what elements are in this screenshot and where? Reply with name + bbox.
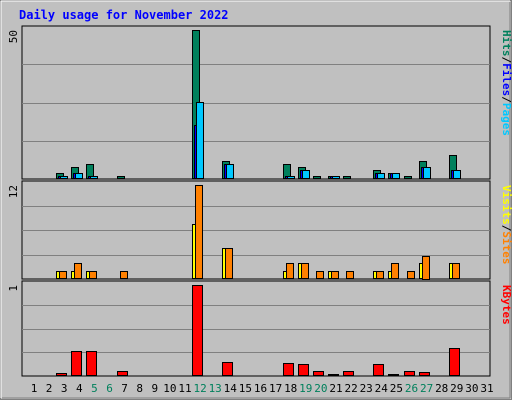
bar-hits-day-7	[117, 176, 125, 179]
bar-kbytes-day-29	[449, 348, 460, 376]
bar-sites-day-19	[301, 263, 309, 279]
x-tick-label: 13	[209, 382, 222, 395]
bar-pages-day-18	[287, 176, 295, 179]
legend-top: Hits/Files/Pages	[500, 30, 512, 136]
bar-pages-day-25	[392, 173, 400, 179]
bar-kbytes-day-18	[283, 363, 294, 376]
x-tick-label: 26	[405, 382, 418, 395]
x-tick-label: 16	[254, 382, 267, 395]
x-tick-label: 23	[360, 382, 373, 395]
x-tick-label: 11	[178, 382, 191, 395]
bar-pages-day-27	[423, 167, 431, 179]
x-tick-label: 10	[163, 382, 176, 395]
x-tick-label: 19	[299, 382, 312, 395]
bar-hits-day-26	[404, 176, 412, 179]
ymax-label-middle: 12	[7, 185, 20, 198]
bar-kbytes-day-24	[373, 364, 384, 376]
bar-pages-day-3	[60, 176, 68, 179]
legend-entry: Pages	[500, 103, 512, 136]
bar-kbytes-day-3	[56, 373, 67, 376]
x-tick-label: 15	[239, 382, 252, 395]
x-tick-label: 27	[420, 382, 433, 395]
x-tick-label: 7	[121, 382, 128, 395]
bar-kbytes-day-27	[419, 372, 430, 376]
bar-pages-day-19	[302, 170, 310, 179]
bar-sites-day-20	[316, 271, 324, 279]
bar-sites-day-3	[59, 271, 67, 279]
legend-entry: /	[500, 225, 512, 232]
bar-kbytes-day-20	[313, 371, 324, 376]
bar-kbytes-day-21	[328, 374, 339, 376]
x-tick-label: 3	[61, 382, 68, 395]
bar-sites-day-25	[391, 263, 399, 279]
x-tick-label: 20	[314, 382, 327, 395]
x-tick-label: 18	[284, 382, 297, 395]
bar-pages-day-5	[90, 176, 98, 179]
legend-entry: Files	[500, 63, 512, 96]
bar-kbytes-day-22	[343, 371, 354, 376]
bar-kbytes-day-7	[117, 371, 128, 376]
legend-entry: Visits	[500, 185, 512, 225]
x-tick-label: 31	[480, 382, 493, 395]
bar-kbytes-day-12	[192, 285, 203, 376]
plot-area-top	[21, 25, 491, 180]
legend-entry: KBytes	[500, 285, 512, 325]
x-tick-label: 2	[46, 382, 53, 395]
x-tick-label: 25	[390, 382, 403, 395]
x-tick-label: 4	[76, 382, 83, 395]
bar-kbytes-day-4	[71, 351, 82, 376]
bar-kbytes-day-25	[388, 374, 399, 376]
bar-sites-day-22	[346, 271, 354, 279]
bar-sites-day-5	[89, 271, 97, 279]
bar-sites-day-24	[376, 271, 384, 279]
bar-pages-day-14	[226, 164, 234, 179]
x-tick-label: 6	[106, 382, 113, 395]
x-tick-label: 24	[375, 382, 389, 395]
bar-pages-day-12	[196, 102, 204, 179]
bar-pages-day-24	[377, 173, 385, 179]
bar-pages-day-29	[453, 170, 461, 179]
legend-entry: /	[500, 57, 512, 64]
x-tick-label: 22	[344, 382, 357, 395]
plot-area-bottom	[21, 280, 491, 377]
legend-entry: Sites	[500, 231, 512, 264]
bar-sites-day-14	[225, 248, 233, 279]
bar-pages-day-21	[332, 176, 340, 179]
legend-bottom: KBytes	[500, 285, 512, 325]
x-tick-label: 29	[450, 382, 463, 395]
x-tick-label: 14	[224, 382, 238, 395]
legend-entry: Hits	[500, 30, 512, 57]
x-tick-label: 1	[31, 382, 38, 395]
x-tick-label: 30	[465, 382, 478, 395]
bar-kbytes-day-26	[404, 371, 415, 376]
bar-hits-day-20	[313, 176, 321, 179]
legend-entry: /	[500, 96, 512, 103]
ymax-label-top: 50	[7, 30, 20, 43]
bar-sites-day-4	[74, 263, 82, 279]
bar-sites-day-21	[331, 271, 339, 279]
x-tick-label: 8	[136, 382, 143, 395]
bar-sites-day-12	[195, 185, 203, 279]
x-tick-label: 5	[91, 382, 98, 395]
bar-sites-day-26	[407, 271, 415, 279]
bar-pages-day-4	[75, 173, 83, 179]
x-tick-label: 12	[193, 382, 206, 395]
x-tick-label: 17	[269, 382, 282, 395]
bar-kbytes-day-5	[86, 351, 97, 376]
x-tick-label: 21	[329, 382, 342, 395]
bar-sites-day-18	[286, 263, 294, 279]
bar-kbytes-day-14	[222, 362, 233, 376]
chart-title: Daily usage for November 2022	[19, 8, 229, 22]
bar-sites-day-27	[422, 256, 430, 280]
bar-sites-day-7	[120, 271, 128, 279]
bar-sites-day-29	[452, 263, 460, 279]
legend-middle: Visits/Sites	[500, 185, 512, 265]
bar-hits-day-22	[343, 176, 351, 179]
x-tick-label: 28	[435, 382, 448, 395]
x-tick-label: 9	[151, 382, 158, 395]
bar-kbytes-day-19	[298, 364, 309, 376]
ymax-label-bottom: 1	[7, 285, 20, 292]
